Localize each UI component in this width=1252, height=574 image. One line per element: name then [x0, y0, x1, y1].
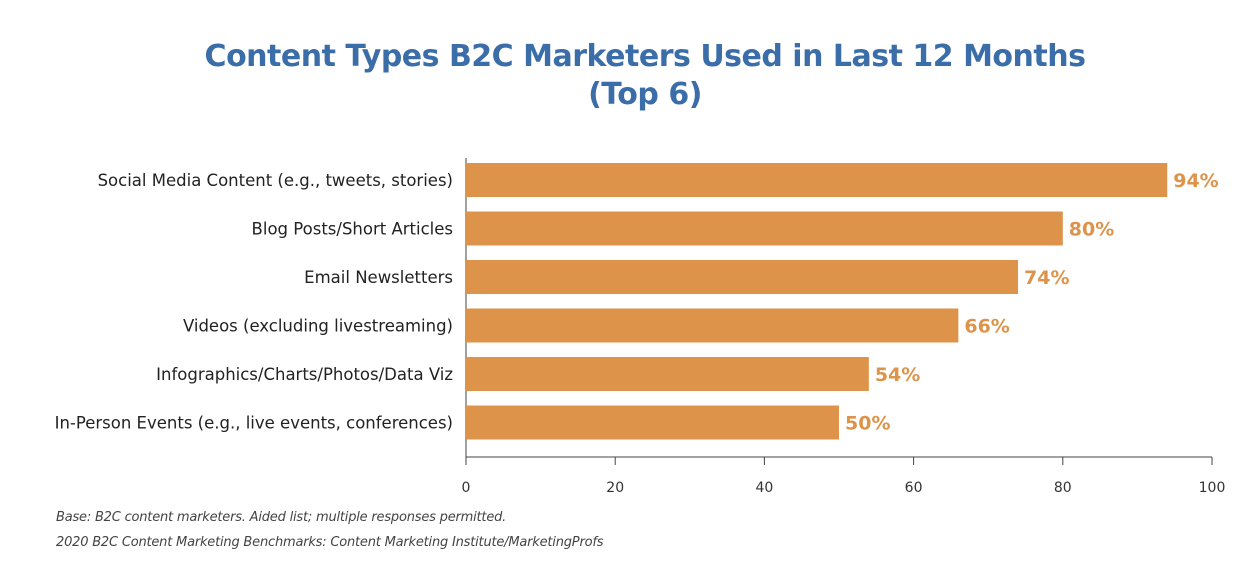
value-label-4: 66%	[964, 316, 1009, 338]
bar-6	[466, 405, 839, 440]
footnote-source: 2020 B2C Content Marketing Benchmarks: C…	[56, 535, 604, 550]
chart-title: Content Types B2C Marketers Used in Last…	[0, 38, 1252, 114]
bar-3	[466, 260, 1019, 294]
footnote-base: Base: B2C content marketers. Aided list;…	[56, 510, 507, 525]
category-label-5: Infographics/Charts/Photos/Data Viz	[156, 365, 453, 384]
category-label-2: Blog Posts/Short Articles	[252, 220, 453, 239]
category-label-1: Social Media Content (e.g., tweets, stor…	[98, 171, 453, 190]
value-label-6: 50%	[845, 413, 890, 435]
x-tick-label-0: 0	[462, 480, 471, 496]
bar-4	[466, 308, 959, 343]
bar-5	[466, 357, 869, 391]
value-label-1: 94%	[1173, 170, 1218, 192]
value-label-2: 80%	[1069, 219, 1114, 241]
category-label-4: Videos (excluding livestreaming)	[183, 317, 453, 336]
x-tick-label-60: 60	[905, 480, 923, 496]
value-label-3: 74%	[1024, 267, 1069, 289]
chart-title-line-1: Content Types B2C Marketers Used in Last…	[204, 39, 1086, 74]
value-label-5: 54%	[875, 364, 920, 386]
bar-1	[466, 163, 1168, 197]
x-tick-label-20: 20	[606, 480, 624, 496]
category-label-3: Email Newsletters	[304, 268, 453, 287]
x-tick-label-80: 80	[1054, 480, 1072, 496]
x-tick-label-100: 100	[1199, 480, 1226, 496]
category-label-6: In-Person Events (e.g., live events, con…	[55, 414, 453, 433]
x-tick-label-40: 40	[755, 480, 773, 496]
chart-title-line-2: (Top 6)	[588, 77, 702, 112]
bar-2	[466, 211, 1063, 246]
